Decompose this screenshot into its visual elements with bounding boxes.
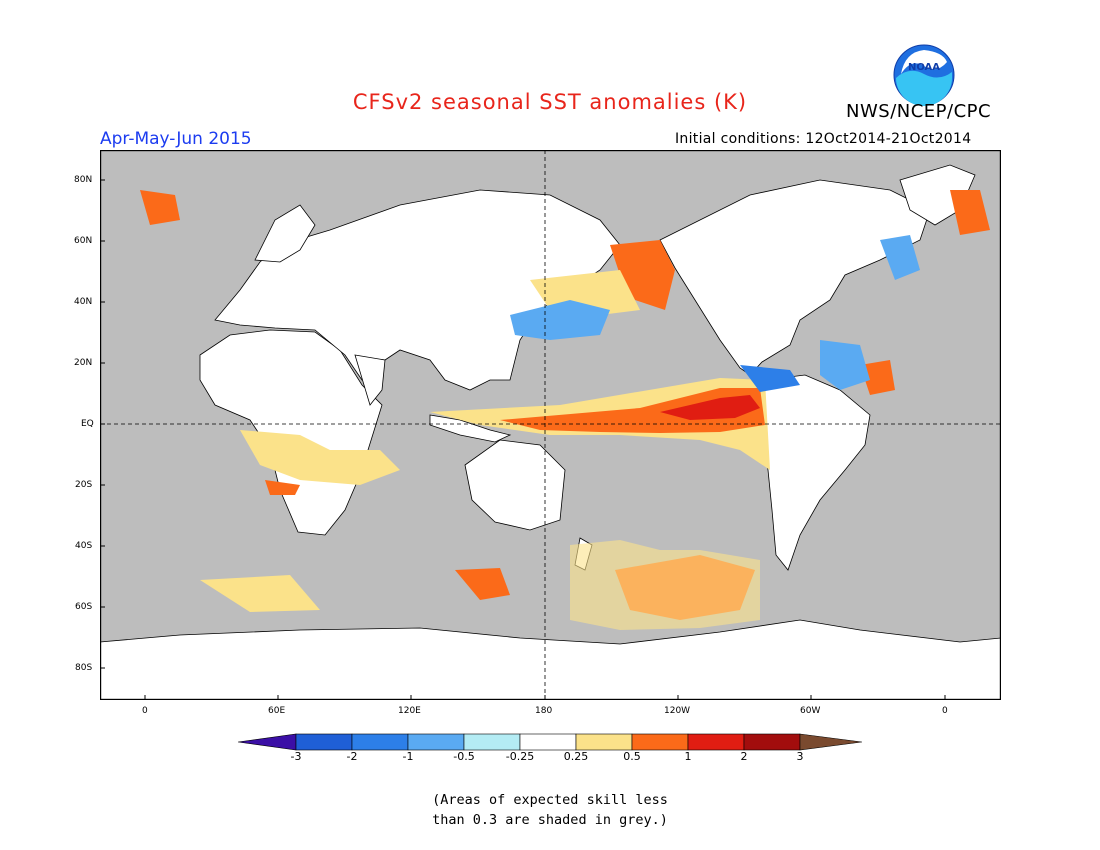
colorbar-label-neg1: -1 <box>402 750 414 763</box>
colorbar-high-arrow <box>799 733 862 751</box>
colorbar-label-1: 1 <box>684 750 692 763</box>
logo-text: NOAA <box>908 62 940 73</box>
lat-label-40n: 40N <box>74 297 93 307</box>
anomaly-barents <box>950 190 990 235</box>
sst-anomaly-map <box>100 150 1001 700</box>
land-antarctica <box>100 619 1001 700</box>
footnote-line-2: than 0.3 are shaded in grey.) <box>432 812 668 828</box>
anomaly-southern-indian <box>200 575 320 612</box>
land-indonesia <box>429 414 512 443</box>
colorbar-bin-7 <box>631 733 689 751</box>
anomaly-enso-max <box>660 395 760 420</box>
colorbar-bin-4 <box>463 733 521 751</box>
lat-label-80s: 80S <box>75 663 93 673</box>
lon-label-60e: 60E <box>268 706 286 716</box>
anomaly-atlantic-warm <box>860 360 895 395</box>
colorbar-label-neg2: -2 <box>346 750 358 763</box>
anomaly-s-pacific-halo <box>570 540 760 630</box>
colorbar-bin-9 <box>743 733 801 751</box>
anomaly-mozambique <box>265 480 300 495</box>
anomaly-ne-pacific <box>610 240 675 310</box>
anomaly-patches <box>140 190 990 630</box>
colorbar-bin-2 <box>351 733 409 751</box>
anomaly-enso-core <box>500 388 765 433</box>
lon-label-120e: 120E <box>398 706 421 716</box>
land-australia <box>464 439 566 531</box>
colorbar-bin-1 <box>295 733 353 751</box>
axis-ticks <box>100 179 946 700</box>
anomaly-north-sea <box>140 190 180 225</box>
land-scandinavia <box>254 204 316 263</box>
anomaly-n-atlantic-cool <box>880 235 920 280</box>
lat-label-60n: 60N <box>74 236 93 246</box>
anomaly-n-pacific-cool <box>510 300 610 340</box>
colorbar-label-neg025: -0.25 <box>505 750 535 763</box>
lat-label-80n: 80N <box>74 175 93 185</box>
colorbar-label-025: 0.25 <box>563 750 589 763</box>
anomaly-indian-ocean <box>240 430 400 485</box>
colorbar-bin-3 <box>407 733 465 751</box>
colorbar-bin-6 <box>575 733 633 751</box>
land-india <box>354 354 386 406</box>
colorbar <box>238 733 862 751</box>
lat-label-40s: 40S <box>75 541 93 551</box>
anomaly-tasman <box>455 568 510 600</box>
map-title: CFSv2 seasonal SST anomalies (K) <box>352 90 748 114</box>
land-north-america <box>659 179 931 376</box>
lat-label-eq: EQ <box>81 419 94 429</box>
colorbar-label-05: 0.5 <box>623 750 641 763</box>
anomaly-atlantic-cool <box>820 340 870 390</box>
lon-label-0-right: 0 <box>942 706 948 716</box>
initial-conditions-label: Initial conditions: 12Oct2014-21Oct2014 <box>675 131 972 147</box>
footnote-line-1: (Areas of expected skill less <box>432 792 668 808</box>
colorbar-label-neg3: -3 <box>290 750 302 763</box>
lat-label-60s: 60S <box>75 602 93 612</box>
colorbar-bin-5 <box>519 733 577 751</box>
agency-label: NWS/NCEP/CPC <box>846 101 992 122</box>
lon-label-60w: 60W <box>800 706 821 716</box>
season-label: Apr-May-Jun 2015 <box>100 129 252 149</box>
colorbar-bin-8 <box>687 733 745 751</box>
land-eurasia <box>214 189 621 391</box>
colorbar-label-3: 3 <box>796 750 804 763</box>
map-frame <box>100 150 1001 700</box>
anomaly-caribbean-cool <box>740 365 800 392</box>
lat-label-20n: 20N <box>74 358 93 368</box>
colorbar-label-neg05: -0.5 <box>453 750 475 763</box>
lat-label-20s: 20S <box>75 480 93 490</box>
colorbar-low-arrow <box>238 733 297 751</box>
land-africa <box>199 329 383 536</box>
noaa-logo: NOAA <box>893 44 955 110</box>
lon-label-0-left: 0 <box>142 706 148 716</box>
colorbar-label-2: 2 <box>740 750 748 763</box>
land-masses <box>100 164 1001 700</box>
lon-label-120w: 120W <box>664 706 691 716</box>
lon-label-180: 180 <box>535 706 553 716</box>
